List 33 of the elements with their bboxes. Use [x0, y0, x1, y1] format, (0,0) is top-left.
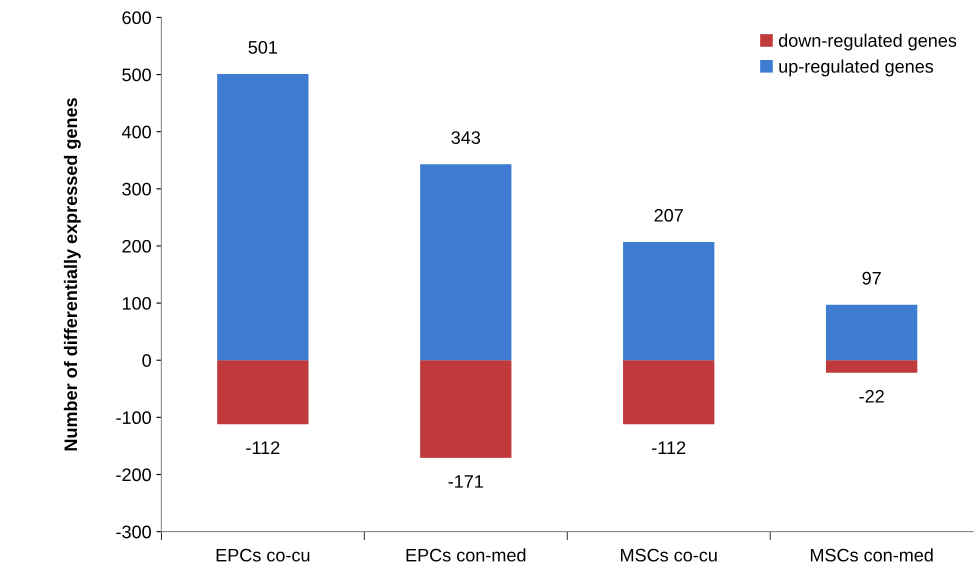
y-tick-label: 100	[122, 297, 151, 310]
bar	[420, 164, 512, 360]
data-label: 501	[248, 40, 278, 54]
bar	[826, 304, 918, 360]
y-tick-label: 300	[122, 182, 151, 196]
data-label: -112	[246, 441, 280, 454]
y-tick-label: 400	[122, 126, 151, 138]
bar	[623, 242, 714, 360]
legend-label: up-regulated genes	[779, 60, 934, 76]
bar	[217, 74, 308, 360]
data-label: 207	[654, 208, 683, 222]
bar	[826, 360, 918, 373]
y-tick-label: 200	[122, 240, 151, 253]
x-tick-label: EPCs con-med	[406, 548, 526, 562]
bar	[217, 360, 308, 424]
y-tick-label: -200	[116, 468, 151, 482]
data-label: -112	[652, 441, 686, 454]
bar	[623, 360, 714, 424]
x-tick-label: EPCs co-cu	[216, 548, 310, 562]
legend-label: down-regulated genes	[778, 34, 956, 51]
data-label: 97	[862, 272, 881, 285]
data-label: 343	[451, 131, 480, 144]
x-tick-label: MSCs co-cu	[621, 548, 717, 562]
data-label: -22	[859, 390, 884, 403]
y-axis-title: Number of differentially expressed genes	[64, 98, 81, 450]
y-tick-label: 500	[122, 68, 151, 82]
y-tick-label: -300	[116, 526, 151, 538]
data-label: -171	[448, 475, 483, 488]
y-tick-label: -100	[116, 411, 151, 424]
y-tick-label: 0	[142, 354, 151, 367]
x-tick-label: MSCs con-med	[810, 548, 933, 562]
y-tick-label: 600	[122, 11, 151, 24]
bar	[420, 360, 512, 458]
